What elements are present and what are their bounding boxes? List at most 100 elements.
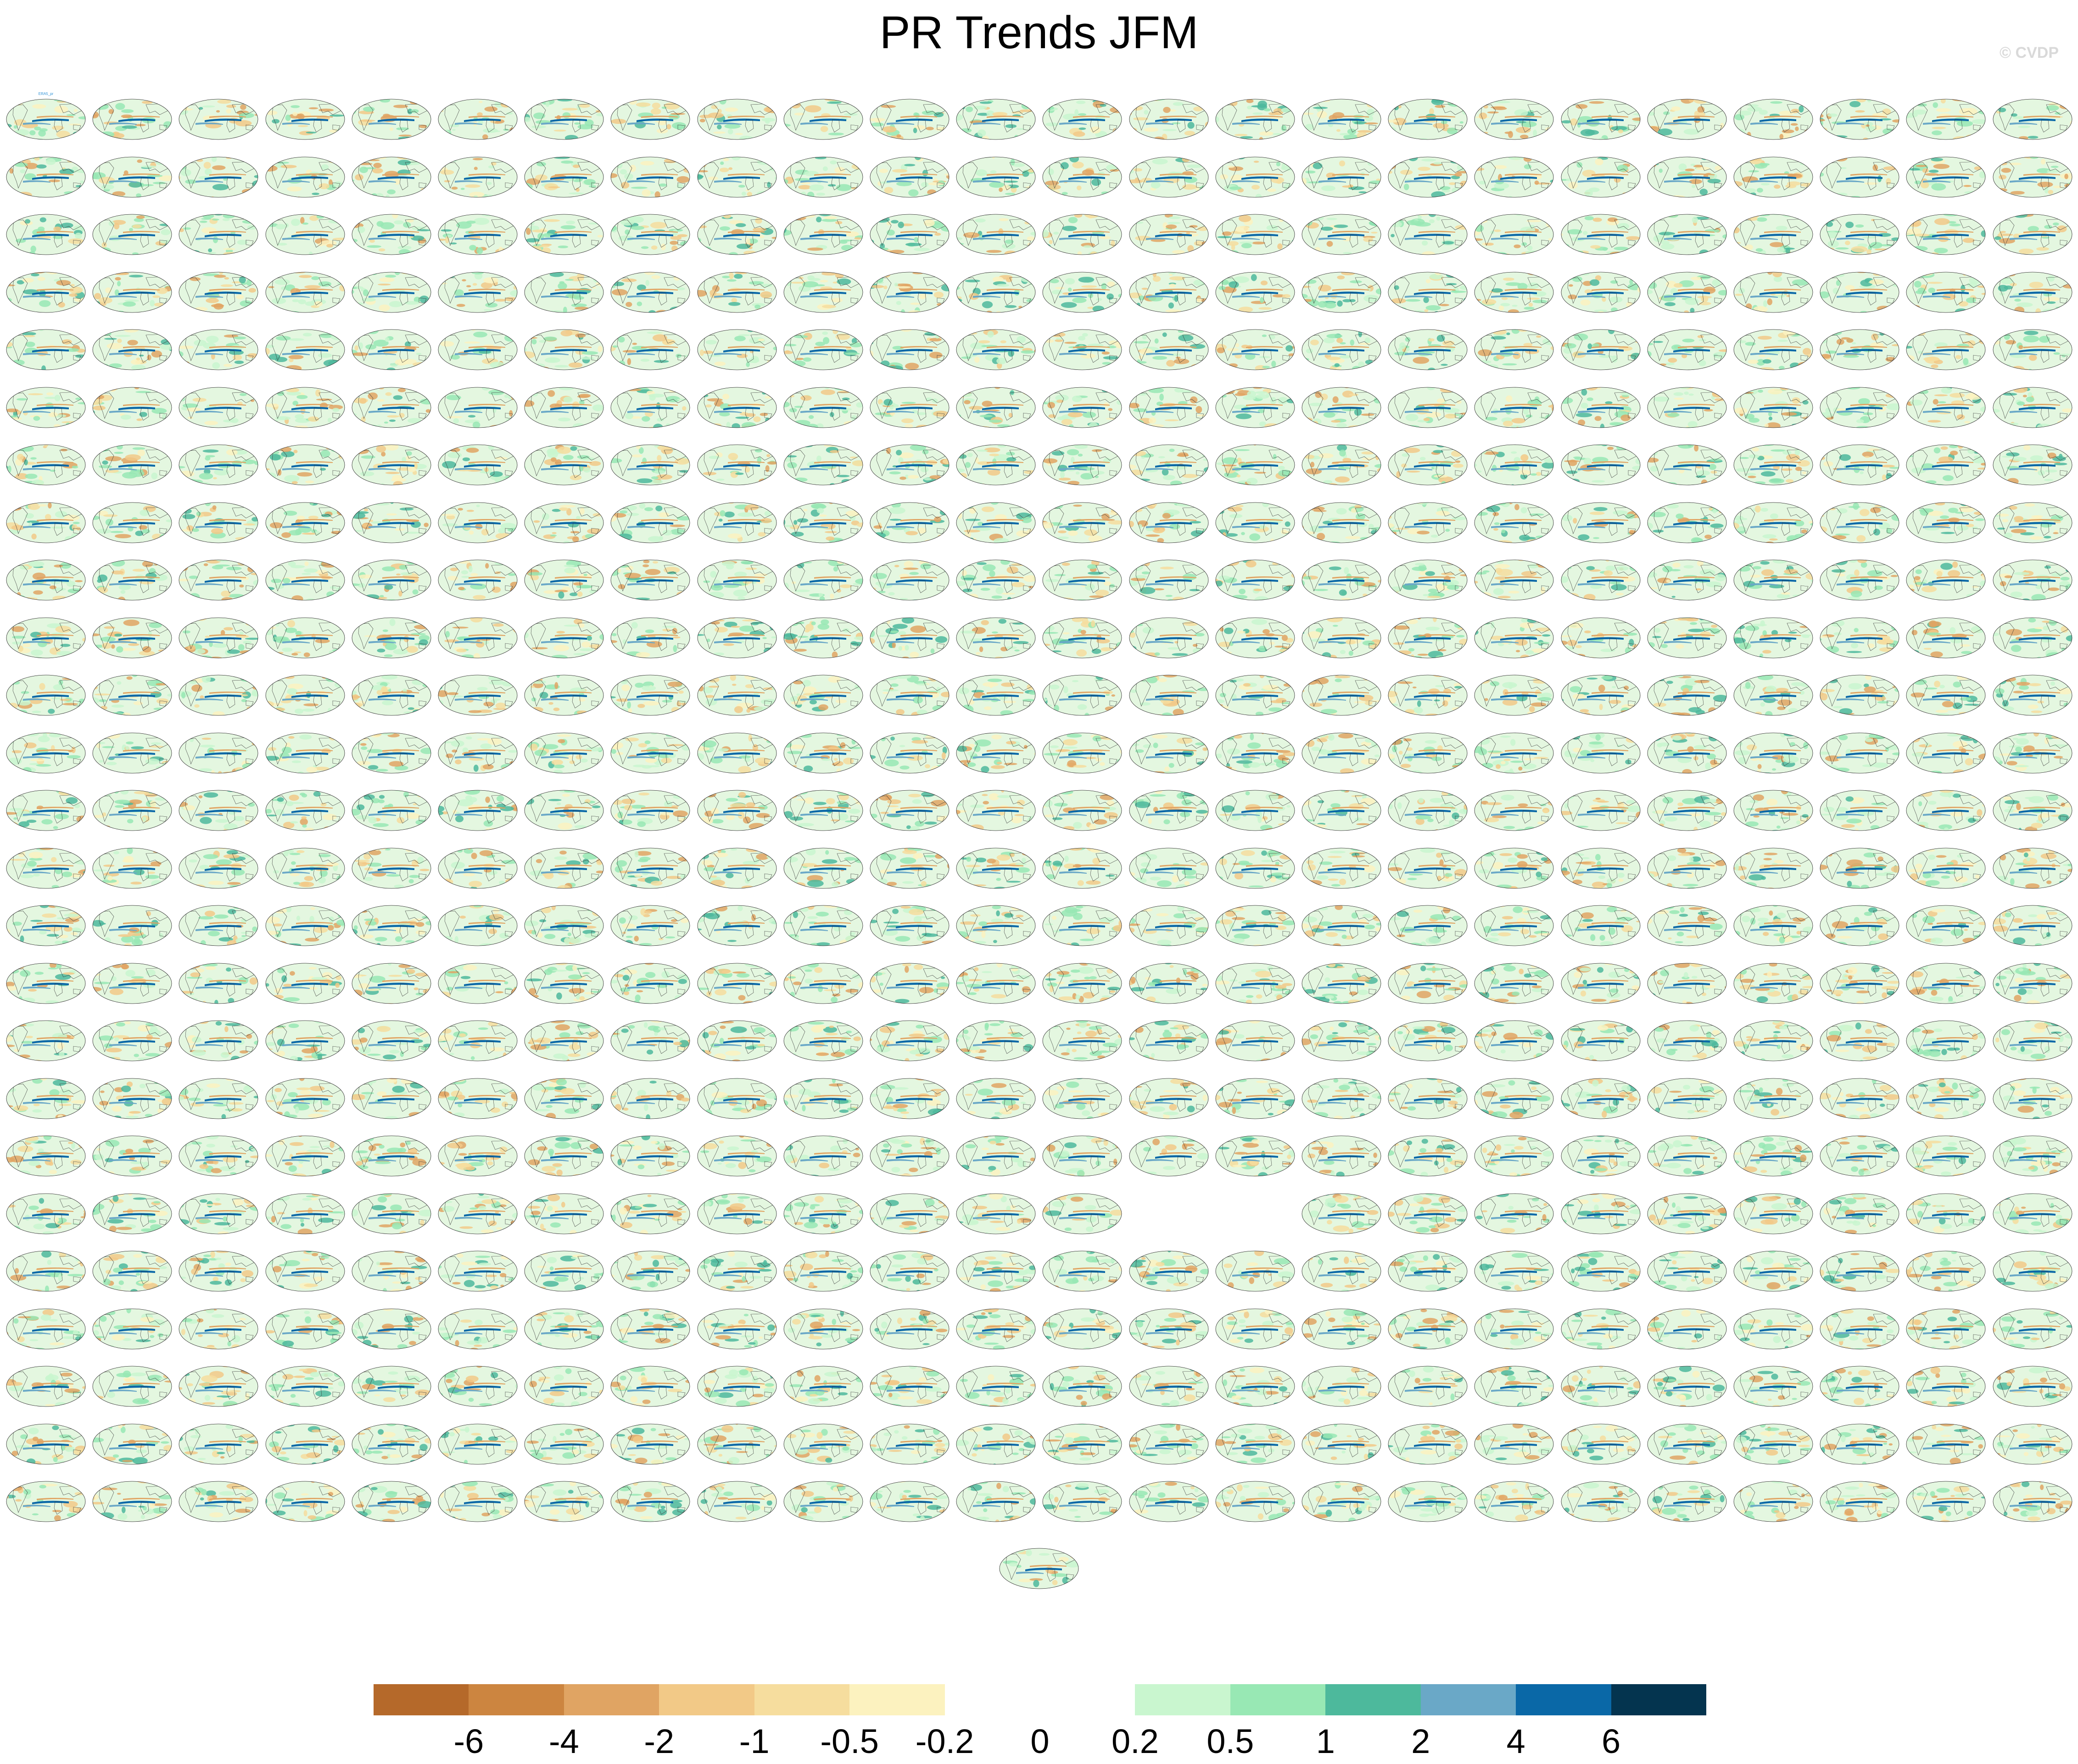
map-panel — [91, 265, 173, 316]
global-map — [1993, 905, 2072, 946]
map-panel — [264, 668, 346, 719]
map-panel — [782, 668, 865, 719]
global-map — [1820, 502, 1899, 543]
map-panel — [1818, 380, 1901, 431]
map-panel — [1905, 207, 1987, 258]
global-map — [870, 1193, 950, 1234]
global-map — [179, 790, 258, 831]
global-map — [870, 156, 950, 197]
global-map — [1561, 387, 1640, 428]
map-panel — [1646, 1474, 1728, 1525]
global-map — [1042, 214, 1122, 255]
map-panel — [868, 1013, 951, 1065]
map-panel — [177, 726, 260, 777]
global-map — [179, 1020, 258, 1061]
map-panel — [350, 1244, 433, 1295]
global-map — [6, 99, 86, 140]
global-map — [524, 732, 604, 773]
global-map — [1215, 329, 1295, 370]
global-map — [1129, 329, 1208, 370]
map-panel — [1041, 1474, 1123, 1525]
map-panel — [1905, 1301, 1987, 1353]
global-map — [1042, 444, 1122, 486]
global-map — [610, 905, 690, 946]
global-map — [1561, 444, 1640, 486]
map-panel — [1559, 1186, 1642, 1238]
map-panel — [350, 150, 433, 201]
colorbar-tick-label: -1 — [709, 1722, 800, 1761]
map-panel — [1128, 1128, 1210, 1180]
map-panel — [436, 1186, 519, 1238]
map-panel — [523, 380, 605, 431]
global-map — [1561, 1308, 1640, 1349]
colorbar-tick-label: 0 — [994, 1722, 1086, 1761]
map-panel — [1905, 783, 1987, 834]
global-map — [179, 1481, 258, 1522]
map-panel — [1214, 150, 1296, 201]
global-map — [1561, 1366, 1640, 1407]
map-panel — [696, 668, 778, 719]
global-map — [524, 559, 604, 601]
map-panel — [782, 1128, 865, 1180]
map-panel — [1473, 1013, 1555, 1065]
map-panel — [1214, 1301, 1296, 1353]
map-panel — [782, 1417, 865, 1468]
global-map — [438, 272, 518, 313]
global-map — [1906, 848, 1986, 888]
global-map — [265, 329, 345, 370]
global-map — [783, 617, 863, 658]
map-panel — [955, 1128, 1037, 1180]
map-panel — [696, 610, 778, 662]
map-panel — [868, 1301, 951, 1353]
map-panel — [436, 495, 519, 547]
map-panel — [1300, 150, 1383, 201]
map-panel — [264, 1301, 346, 1353]
global-map — [1129, 156, 1208, 197]
map-panel — [1300, 898, 1383, 949]
map-panel — [1991, 726, 2074, 777]
global-map — [1302, 214, 1381, 255]
map-panel — [1128, 322, 1210, 374]
global-map — [6, 1308, 86, 1349]
global-map — [1647, 272, 1727, 313]
global-map — [6, 272, 86, 313]
global-map — [1733, 1481, 1813, 1522]
global-map — [92, 1423, 172, 1464]
map-panel — [1991, 1186, 2074, 1238]
map-panel — [1732, 1301, 1815, 1353]
map-panel — [1473, 898, 1555, 949]
global-map — [179, 1423, 258, 1464]
map-panel — [1214, 841, 1296, 892]
global-map — [179, 99, 258, 140]
map-panel — [955, 553, 1037, 604]
global-map — [92, 1308, 172, 1349]
map-panel — [955, 207, 1037, 258]
map-panel — [1818, 1301, 1901, 1353]
global-map — [1733, 905, 1813, 946]
global-map — [1993, 1078, 2072, 1119]
colorbar-tick-label: 1 — [1279, 1722, 1371, 1761]
global-map — [438, 617, 518, 658]
map-panel: ERA5_pr — [5, 92, 87, 143]
map-panel — [1646, 207, 1728, 258]
global-map — [6, 675, 86, 716]
map-panel — [523, 841, 605, 892]
global-map — [265, 790, 345, 831]
map-panel — [868, 898, 951, 949]
global-map — [6, 1020, 86, 1061]
map-panel — [264, 207, 346, 258]
global-map — [1042, 905, 1122, 946]
global-map — [92, 848, 172, 888]
map-panel — [609, 898, 692, 949]
map-panel — [1473, 495, 1555, 547]
global-map — [956, 617, 1036, 658]
map-panel — [1473, 1417, 1555, 1468]
global-map — [1388, 617, 1468, 658]
map-panel — [264, 495, 346, 547]
global-map — [6, 905, 86, 946]
map-panel — [609, 1071, 692, 1122]
map-panel — [1128, 1301, 1210, 1353]
global-map — [783, 502, 863, 543]
global-map — [697, 1135, 776, 1177]
map-panel — [1041, 207, 1123, 258]
